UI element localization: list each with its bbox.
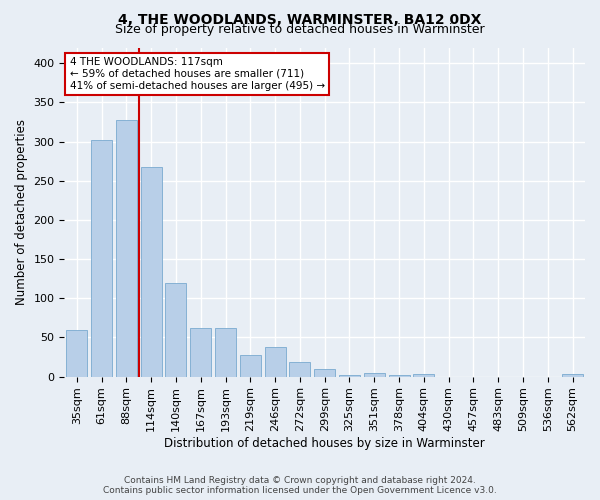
Bar: [364, 372, 385, 376]
Bar: [240, 354, 261, 376]
Text: Size of property relative to detached houses in Warminster: Size of property relative to detached ho…: [115, 22, 485, 36]
Bar: [265, 347, 286, 376]
Bar: [91, 140, 112, 376]
Text: 4 THE WOODLANDS: 117sqm
← 59% of detached houses are smaller (711)
41% of semi-d: 4 THE WOODLANDS: 117sqm ← 59% of detache…: [70, 58, 325, 90]
Bar: [314, 369, 335, 376]
Bar: [116, 120, 137, 376]
Bar: [562, 374, 583, 376]
Bar: [140, 166, 162, 376]
Bar: [389, 375, 410, 376]
Bar: [289, 362, 310, 376]
Bar: [413, 374, 434, 376]
Text: Contains HM Land Registry data © Crown copyright and database right 2024.
Contai: Contains HM Land Registry data © Crown c…: [103, 476, 497, 495]
Bar: [66, 330, 88, 376]
Bar: [339, 375, 360, 376]
Bar: [166, 282, 187, 376]
Y-axis label: Number of detached properties: Number of detached properties: [15, 119, 28, 305]
Bar: [190, 328, 211, 376]
Bar: [215, 328, 236, 376]
X-axis label: Distribution of detached houses by size in Warminster: Distribution of detached houses by size …: [164, 437, 485, 450]
Text: 4, THE WOODLANDS, WARMINSTER, BA12 0DX: 4, THE WOODLANDS, WARMINSTER, BA12 0DX: [118, 12, 482, 26]
